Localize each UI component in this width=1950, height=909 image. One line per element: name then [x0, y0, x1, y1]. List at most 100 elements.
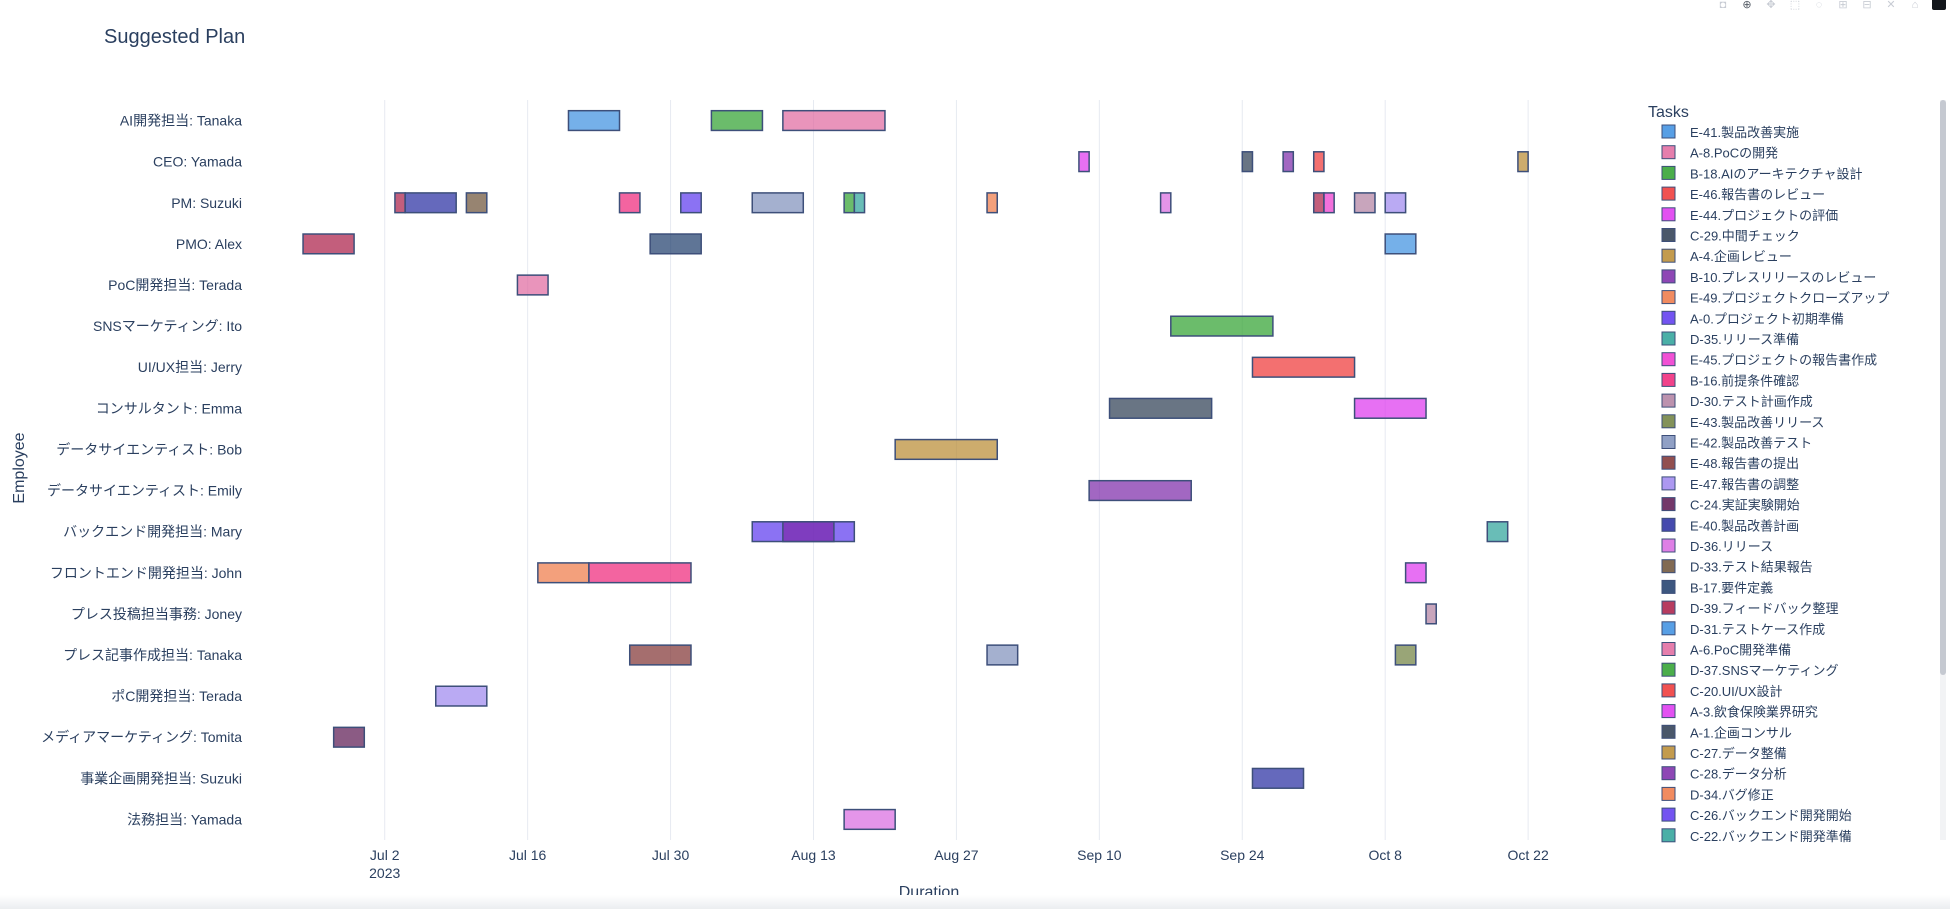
legend-item[interactable]: D-34.バグ修正 [1661, 786, 1774, 802]
legend-item[interactable]: C-29.中間チェック [1661, 228, 1800, 244]
legend-item[interactable]: E-42.製品改善テスト [1661, 435, 1812, 451]
legend-item[interactable]: E-41.製品改善実施 [1661, 124, 1799, 140]
task-bar[interactable] [435, 685, 488, 707]
legend-item[interactable]: E-40.製品改善計画 [1661, 517, 1799, 533]
legend-item[interactable]: E-46.報告書のレビュー [1661, 186, 1825, 202]
home-icon[interactable]: ⌂ [1911, 0, 1919, 10]
task-bar[interactable] [567, 109, 621, 132]
task-bar[interactable] [782, 521, 835, 543]
task-bar[interactable] [1312, 151, 1325, 173]
zoom-icon[interactable]: ⊕ [1742, 0, 1752, 10]
legend-item[interactable]: A-6.PoC開発準備 [1661, 642, 1791, 658]
task-bar[interactable] [628, 644, 692, 666]
task-bar[interactable] [710, 109, 764, 132]
legend-item[interactable]: A-3.飲食保険業界研究 [1661, 704, 1818, 720]
autoscale-icon[interactable]: ✕ [1886, 0, 1896, 10]
task-bar[interactable] [782, 109, 886, 132]
legend-swatch [1661, 145, 1676, 160]
task-bar[interactable] [1088, 479, 1192, 502]
legend-swatch [1661, 786, 1676, 801]
task-bar[interactable] [1353, 192, 1376, 214]
task-bar[interactable] [302, 233, 355, 255]
x-tick-label: Sep 10 [1077, 847, 1122, 863]
plotly-logo-icon[interactable] [1932, 0, 1946, 10]
legend-swatch [1661, 621, 1676, 636]
legend-item[interactable]: C-26.バックエンド開発開始 [1661, 807, 1852, 823]
legend-item[interactable]: E-48.報告書の提出 [1661, 455, 1799, 471]
task-bar[interactable] [649, 233, 702, 255]
legend-swatch [1661, 766, 1676, 781]
legend-scrollbar-thumb[interactable] [1940, 100, 1946, 675]
legend-item[interactable]: D-35.リリース準備 [1661, 331, 1799, 347]
task-bar[interactable] [853, 192, 866, 214]
legend-item[interactable]: E-49.プロジェクトクローズアップ [1661, 290, 1889, 306]
task-bar[interactable] [537, 562, 590, 584]
legend-item[interactable]: B-18.AIのアーキテクチャ設計 [1661, 165, 1862, 181]
task-bar[interactable] [1404, 562, 1427, 584]
task-bar[interactable] [1384, 192, 1407, 214]
task-bar[interactable] [986, 192, 999, 214]
legend-item[interactable]: A-4.企画レビュー [1661, 248, 1792, 264]
pan-icon[interactable]: ✥ [1766, 0, 1776, 10]
zoom-out-icon[interactable]: ⊟ [1862, 0, 1872, 10]
legend-item[interactable]: A-1.企画コンサル [1661, 724, 1792, 740]
task-bar[interactable] [751, 192, 805, 214]
task-bar[interactable] [1517, 151, 1529, 173]
task-bar[interactable] [332, 726, 366, 748]
modebar: ◘ ⊕ ✥ ⬚ ◌ ⊞ ⊟ ✕ ⌂ [1716, 0, 1950, 12]
task-bar[interactable] [1353, 397, 1427, 419]
task-bar[interactable] [986, 644, 1019, 666]
legend-item[interactable]: E-44.プロジェクトの評価 [1661, 207, 1838, 223]
task-bar[interactable] [1241, 151, 1254, 173]
legend-item[interactable]: E-47.報告書の調整 [1661, 476, 1799, 492]
task-bar[interactable] [618, 192, 641, 214]
task-bar[interactable] [404, 192, 457, 214]
legend-item[interactable]: D-37.SNSマーケティング [1661, 662, 1838, 678]
task-bar[interactable] [1394, 644, 1417, 666]
legend-item[interactable]: D-33.テスト結果報告 [1661, 559, 1813, 575]
legend-item[interactable]: E-45.プロジェクトの報告書作成 [1661, 352, 1877, 368]
task-bar[interactable] [394, 192, 406, 214]
lasso-icon[interactable]: ◌ [1815, 0, 1823, 10]
legend-item[interactable]: B-16.前提条件確認 [1661, 372, 1799, 388]
legend-item[interactable]: D-31.テストケース作成 [1661, 621, 1825, 637]
legend-item[interactable]: D-36.リリース [1661, 538, 1773, 554]
legend-item[interactable]: C-20.UI/UX設計 [1661, 683, 1782, 699]
task-bar[interactable] [1384, 233, 1417, 255]
legend-swatch [1661, 352, 1676, 367]
task-bar[interactable] [1078, 151, 1090, 173]
task-bar[interactable] [1170, 315, 1274, 337]
box-select-icon[interactable]: ⬚ [1789, 0, 1801, 10]
task-bar[interactable] [1425, 603, 1437, 625]
task-bar[interactable] [680, 192, 702, 214]
task-bar[interactable] [588, 562, 692, 584]
task-bars[interactable] [302, 109, 1529, 831]
legend-item[interactable]: A-8.PoCの開発 [1661, 145, 1778, 161]
task-bar[interactable] [1486, 521, 1509, 543]
legend-item[interactable]: E-43.製品改善リリース [1661, 414, 1824, 430]
legend-item[interactable]: B-10.プレスリリースのレビュー [1661, 269, 1876, 285]
legend-item[interactable]: A-0.プロジェクト初期準備 [1661, 310, 1844, 326]
task-bar[interactable] [1282, 151, 1295, 173]
camera-icon[interactable]: ◘ [1719, 0, 1727, 10]
legend-item[interactable]: D-39.フィードバック整理 [1661, 600, 1839, 616]
legend-item[interactable]: B-17.要件定義 [1661, 579, 1773, 595]
legend-item[interactable]: C-27.データ整備 [1661, 745, 1787, 761]
legend-item[interactable]: D-30.テスト計画作成 [1661, 393, 1813, 409]
task-bar[interactable] [843, 808, 896, 831]
task-bar[interactable] [894, 438, 999, 461]
zoom-in-icon[interactable]: ⊞ [1838, 0, 1848, 10]
legend-items[interactable]: E-41.製品改善実施 A-8.PoCの開発 B-18.AIのアーキテクチャ設計 E-… [1661, 124, 1889, 844]
task-bar[interactable] [843, 192, 856, 214]
legend-item[interactable]: C-22.バックエンド開発準備 [1661, 828, 1852, 844]
task-bar[interactable] [1251, 767, 1305, 789]
task-bar[interactable] [465, 192, 488, 214]
task-bar[interactable] [1251, 356, 1356, 378]
legend-item[interactable]: C-28.データ分析 [1661, 766, 1787, 782]
task-bar[interactable] [1312, 192, 1325, 214]
task-bar[interactable] [1323, 192, 1335, 214]
task-bar[interactable] [516, 274, 549, 296]
task-bar[interactable] [1108, 397, 1213, 419]
legend-item[interactable]: C-24.実証実験開始 [1661, 497, 1800, 513]
task-bar[interactable] [1159, 192, 1172, 214]
